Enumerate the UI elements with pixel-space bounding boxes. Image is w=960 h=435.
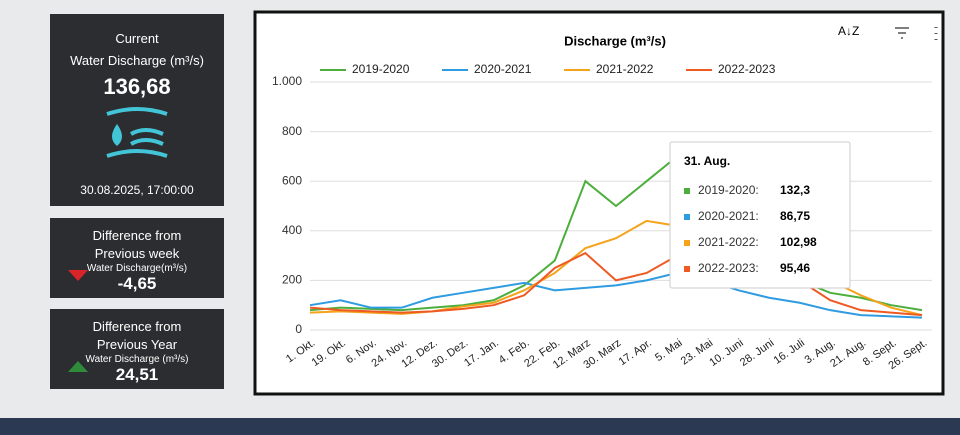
- tooltip-value: 95,46: [780, 261, 810, 275]
- year-card: Difference from Previous Year Water Disc…: [50, 309, 224, 389]
- legend-label: 2021-2022: [596, 62, 654, 76]
- filter-button[interactable]: [895, 27, 909, 39]
- tooltip-swatch: [684, 240, 690, 246]
- y-tick-label: 0: [295, 322, 302, 336]
- water-icon: [106, 107, 168, 158]
- down-arrow: [68, 270, 88, 281]
- tooltip-swatch: [684, 188, 690, 194]
- card-title: Difference from Previous week: [92, 228, 182, 261]
- series-line: [309, 154, 923, 312]
- card-subtitle: Water Discharge(m³/s): [86, 263, 188, 274]
- y-tick-label: 200: [282, 273, 302, 287]
- current-card: Current Water Discharge (m³/s) 136,68 30…: [50, 14, 224, 206]
- tooltip-label: 2019-2020:: [698, 183, 759, 197]
- series-line: [309, 271, 923, 319]
- legend-label: 2020-2021: [474, 62, 532, 76]
- series-line: [309, 234, 923, 317]
- tooltip-swatch: [684, 266, 690, 272]
- week-card: Difference from Previous week Water Disc…: [50, 218, 224, 298]
- y-tick-label: 1.000: [272, 74, 302, 88]
- card-timestamp: 30.08.2025, 17:00:00: [80, 183, 194, 197]
- legend-label: 2022-2023: [718, 62, 776, 76]
- y-tick-label: 600: [282, 173, 302, 187]
- card-title: Current: [115, 31, 159, 46]
- y-tick-label: 800: [282, 124, 302, 138]
- card-value: 136,68: [103, 74, 171, 99]
- legend-label: 2019-2020: [352, 62, 410, 76]
- tooltip-swatch: [684, 214, 690, 220]
- up-arrow: [68, 361, 88, 372]
- y-tick-label: 400: [282, 223, 302, 237]
- tooltip-value: 132,3: [780, 183, 810, 197]
- tooltip-value: 86,75: [780, 209, 810, 223]
- card-subtitle: Water Discharge (m³/s): [70, 53, 204, 68]
- chart: Discharge (m³/s) A↓Z 0 200 400 600 800 1.000 1…: [253, 10, 945, 396]
- tooltip-value: 102,98: [780, 235, 817, 249]
- tooltip-box: [669, 141, 851, 289]
- tooltip: 31. Aug. 2019-2020: 132,3 2020-2021: 86,75 20…: [669, 141, 851, 289]
- card-value: -4,65: [117, 274, 157, 293]
- card-title: Difference from Previous Year: [92, 319, 182, 352]
- taskbar: [0, 418, 960, 435]
- tooltip-label: 2022-2023:: [698, 261, 759, 275]
- card-value: 24,51: [115, 365, 159, 384]
- card-subtitle: Water Discharge (m³/s): [85, 354, 189, 365]
- sort-button[interactable]: A↓Z: [838, 24, 859, 38]
- chart-title: Discharge (m³/s): [564, 33, 666, 48]
- tooltip-label: 2020-2021:: [698, 209, 759, 223]
- tooltip-label: 2021-2022:: [698, 235, 759, 249]
- tooltip-title: 31. Aug.: [684, 154, 730, 168]
